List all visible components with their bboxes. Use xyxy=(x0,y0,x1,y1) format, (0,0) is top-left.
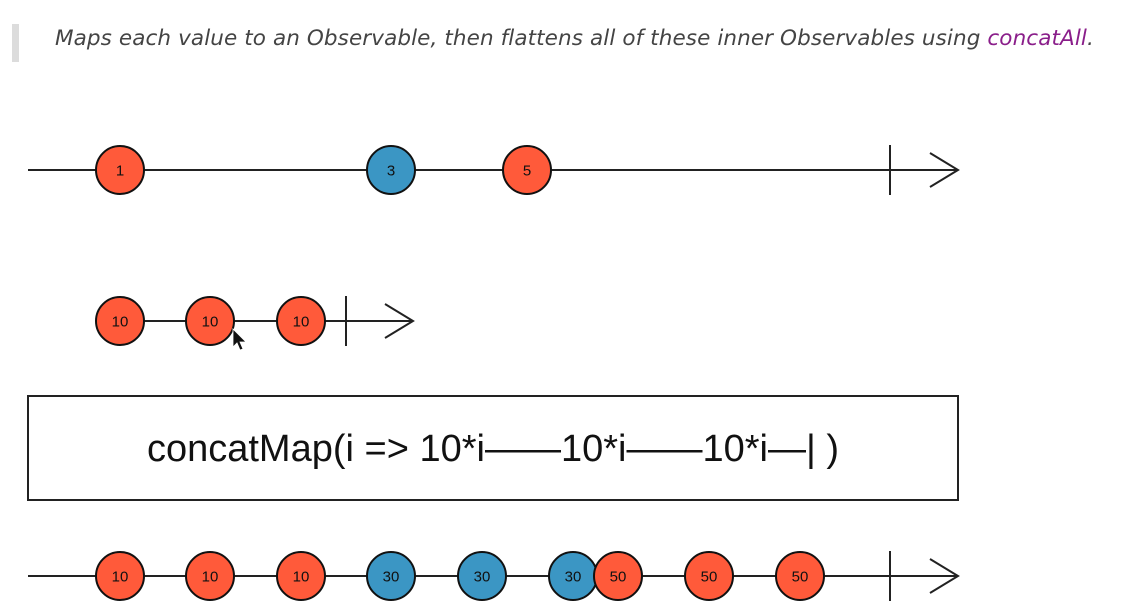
marble-label: 5 xyxy=(523,163,531,180)
operator-label: concatMap(i => 10*i——10*i——10*i—| ) xyxy=(147,428,839,470)
marble: 10 xyxy=(276,551,326,601)
operator-box xyxy=(27,395,959,501)
marble: 50 xyxy=(775,551,825,601)
marble: 50 xyxy=(593,551,643,601)
marble-circle xyxy=(95,145,145,195)
marble-circle xyxy=(593,551,643,601)
marble-circle xyxy=(366,145,416,195)
marble: 50 xyxy=(684,551,734,601)
marble: 10 xyxy=(276,296,326,346)
operator-box-group: concatMap(i => 10*i——10*i——10*i—| ) xyxy=(27,395,959,501)
marble-label: 10 xyxy=(202,314,219,331)
marble: 10 xyxy=(95,551,145,601)
marble: 3 xyxy=(366,145,416,195)
marble-circle xyxy=(502,145,552,195)
marble-label: 30 xyxy=(474,569,491,586)
marble: 10 xyxy=(95,296,145,346)
marble-label: 30 xyxy=(565,569,582,586)
marble: 10 xyxy=(185,551,235,601)
marble-label: 10 xyxy=(293,314,310,331)
description-text: Maps each value to an Observable, then f… xyxy=(55,26,988,51)
output-stream: 10 10 10 30 30 30 50 50 50 xyxy=(28,551,960,601)
marble-label: 10 xyxy=(112,569,129,586)
marble-label: 50 xyxy=(792,569,809,586)
marble: 10 xyxy=(185,296,235,346)
marble-label: 10 xyxy=(293,569,310,586)
marble: 30 xyxy=(548,551,598,601)
marble-circle xyxy=(457,551,507,601)
marble-circle xyxy=(276,551,326,601)
marble: 1 xyxy=(95,145,145,195)
marble-label: 10 xyxy=(202,569,219,586)
marble-circle xyxy=(185,551,235,601)
source-stream: 1 3 5 xyxy=(28,145,960,195)
marble-circle xyxy=(95,296,145,346)
quote-bar xyxy=(12,24,19,62)
marble-label: 3 xyxy=(387,163,395,180)
marble-circle xyxy=(185,296,235,346)
marble-label: 30 xyxy=(383,569,400,586)
marble: 30 xyxy=(457,551,507,601)
arrow-head-icon xyxy=(929,558,960,594)
marble-label: 1 xyxy=(116,163,124,180)
marble-circle xyxy=(684,551,734,601)
operator-description: Maps each value to an Observable, then f… xyxy=(55,26,1094,51)
description-suffix: . xyxy=(1086,26,1094,51)
inner-stream: 10 10 10 xyxy=(95,296,415,346)
marble-circle xyxy=(95,551,145,601)
arrow-head-icon xyxy=(929,152,960,188)
marble-circle xyxy=(366,551,416,601)
concatall-link[interactable]: concatAll xyxy=(987,26,1087,51)
marble-label: 50 xyxy=(610,569,627,586)
marble-circle xyxy=(276,296,326,346)
marble-label: 10 xyxy=(112,314,129,331)
marble-label: 50 xyxy=(701,569,718,586)
marble: 30 xyxy=(366,551,416,601)
mouse-cursor-icon xyxy=(232,328,247,351)
arrow-head-icon xyxy=(384,303,415,339)
marble-circle xyxy=(775,551,825,601)
marble: 5 xyxy=(502,145,552,195)
